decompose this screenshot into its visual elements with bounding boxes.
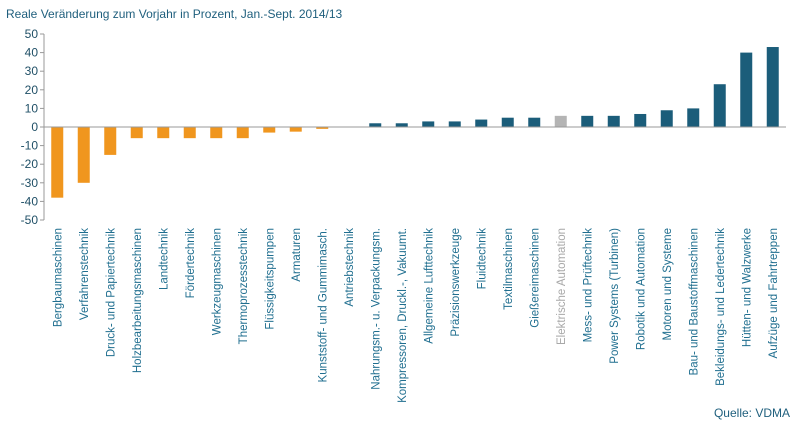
x-tick-label: Präzisionswerkzeuge bbox=[450, 228, 462, 337]
bar bbox=[687, 108, 700, 127]
bar bbox=[51, 127, 64, 198]
y-tick-label: -40 bbox=[21, 194, 39, 208]
x-tick-label: Antriebstechnik bbox=[344, 228, 356, 307]
bar bbox=[316, 127, 329, 129]
x-tick-label: Kompressoren, Druckl.-, Vakuumt. bbox=[397, 228, 409, 403]
x-tick-label: Fluidtechnik bbox=[476, 228, 488, 290]
x-tick-label: Kunststoff- und Gummimasch. bbox=[317, 228, 329, 382]
y-tick-label: 20 bbox=[25, 83, 39, 97]
x-tick-label: Textilmaschinen bbox=[503, 228, 515, 310]
bar bbox=[104, 127, 117, 155]
bar bbox=[581, 115, 594, 127]
x-tick-label: Robotik und Automation bbox=[635, 228, 647, 350]
bar bbox=[634, 113, 647, 127]
bar bbox=[157, 127, 170, 139]
bar bbox=[660, 110, 673, 127]
bar bbox=[448, 121, 461, 127]
x-tick-label: Landtechnik bbox=[158, 228, 170, 290]
x-tick-label: Hütten- und Walzwerke bbox=[741, 228, 753, 347]
bar bbox=[713, 84, 726, 127]
x-tick-label: Werkzeugmaschinen bbox=[211, 228, 223, 335]
x-tick-label: Holzbearbeitungsmaschinen bbox=[132, 228, 144, 373]
bar bbox=[501, 117, 514, 127]
x-tick-label: Aufzüge und Fahrtreppen bbox=[768, 228, 780, 358]
bar bbox=[528, 117, 541, 127]
bar bbox=[369, 123, 382, 127]
chart-title: Reale Veränderung zum Vorjahr in Prozent… bbox=[6, 7, 343, 21]
y-tick-label: 10 bbox=[25, 101, 39, 115]
bar bbox=[554, 115, 567, 127]
x-tick-label: Druck- und Papiertechnik bbox=[105, 228, 117, 357]
x-tick-label: Armaturen bbox=[291, 228, 303, 282]
x-tick-label: Bergbaumaschinen bbox=[52, 228, 64, 327]
x-tick-label: Motoren und Systeme bbox=[662, 228, 674, 341]
x-tick-label: Fördertechnik bbox=[185, 228, 197, 299]
y-tick-label: 0 bbox=[31, 120, 38, 134]
y-tick-label: -30 bbox=[21, 176, 39, 190]
bar bbox=[395, 123, 408, 127]
x-tick-label: Verfahrenstechnik bbox=[79, 228, 91, 320]
x-tick-label: Nahrungsm.- u. Verpackungsm. bbox=[370, 228, 382, 390]
bar bbox=[183, 127, 196, 139]
bar bbox=[130, 127, 143, 139]
bar bbox=[236, 127, 249, 139]
y-tick-label: 50 bbox=[25, 27, 39, 41]
x-tick-label: Elektrische Automation bbox=[556, 228, 568, 345]
y-tick-label: -50 bbox=[21, 213, 39, 227]
y-tick-label: 40 bbox=[25, 46, 39, 60]
x-tick-label: Power Systems (Turbinen) bbox=[609, 228, 621, 364]
x-tick-label: Thermoprozesstechnik bbox=[238, 228, 250, 345]
y-tick-label: -10 bbox=[21, 139, 39, 153]
x-tick-label: Allgemeine Lufttechnik bbox=[423, 228, 435, 344]
bar bbox=[475, 119, 488, 127]
x-tick-label: Gießereimaschinen bbox=[529, 228, 541, 328]
bar bbox=[766, 47, 779, 127]
bar bbox=[77, 127, 90, 183]
x-tick-label: Mess- und Prüftechnik bbox=[582, 228, 594, 343]
bar bbox=[607, 115, 620, 127]
x-tick-label: Bekleidungs- und Ledertechnik bbox=[715, 228, 727, 386]
x-tick-label: Flüssigkeitspumpen bbox=[264, 228, 276, 330]
bar bbox=[210, 127, 223, 139]
x-tick-label: Bau- und Baustoffmaschinen bbox=[688, 228, 700, 375]
bar bbox=[422, 121, 435, 127]
bar bbox=[289, 127, 302, 132]
y-tick-label: 30 bbox=[25, 64, 39, 78]
bar bbox=[263, 127, 276, 133]
source-note: Quelle: VDMA bbox=[714, 406, 790, 420]
y-tick-label: -20 bbox=[21, 157, 39, 171]
bar bbox=[740, 52, 753, 127]
